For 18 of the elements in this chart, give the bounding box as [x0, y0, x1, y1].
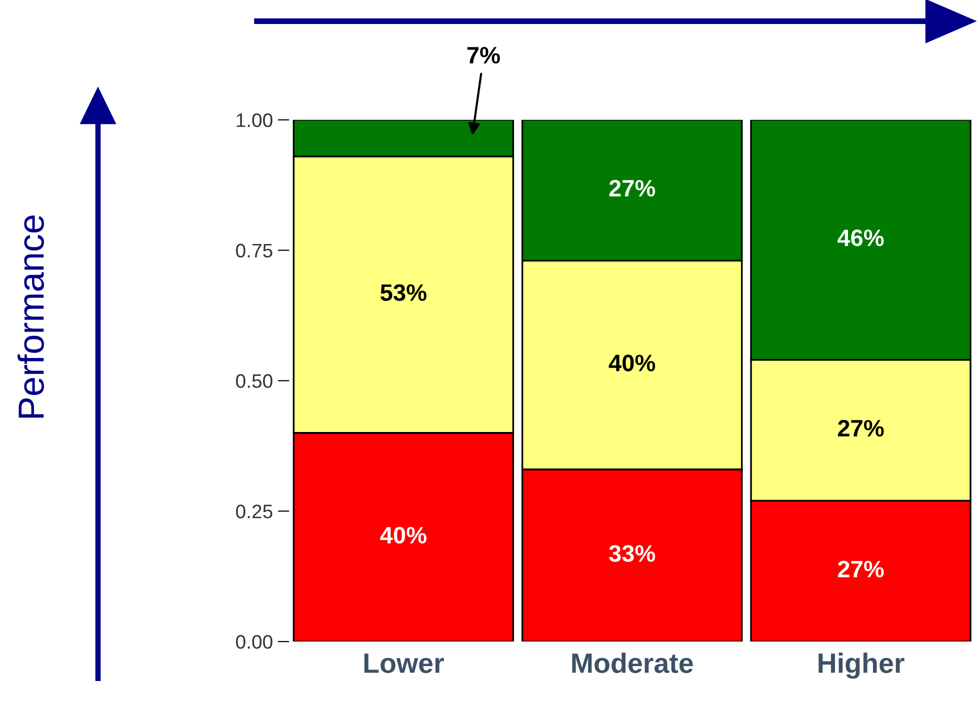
y-tick-label: 0.00 — [236, 635, 272, 649]
data-label: 27% — [609, 180, 656, 197]
data-label: 7% — [467, 46, 500, 64]
y-tick-label: 1.00 — [236, 113, 272, 128]
data-label: 40% — [608, 354, 656, 372]
y-tick-label: 0.25 — [236, 504, 272, 518]
y-tick-label: 0.75 — [236, 244, 272, 258]
x-tick-label: Higher — [818, 652, 904, 679]
data-label: 53% — [380, 284, 426, 301]
data-label: 27% — [838, 560, 884, 578]
data-label: 40% — [380, 526, 426, 544]
x-tick-label: Lower — [364, 654, 444, 674]
x-tick-label: Moderate — [572, 652, 693, 674]
y-tick-label: 0.50 — [236, 374, 272, 388]
data-label: 27% — [838, 420, 884, 437]
data-label: 33% — [609, 545, 656, 562]
data-label: 46% — [837, 229, 884, 246]
text: Performance — [18, 215, 44, 418]
